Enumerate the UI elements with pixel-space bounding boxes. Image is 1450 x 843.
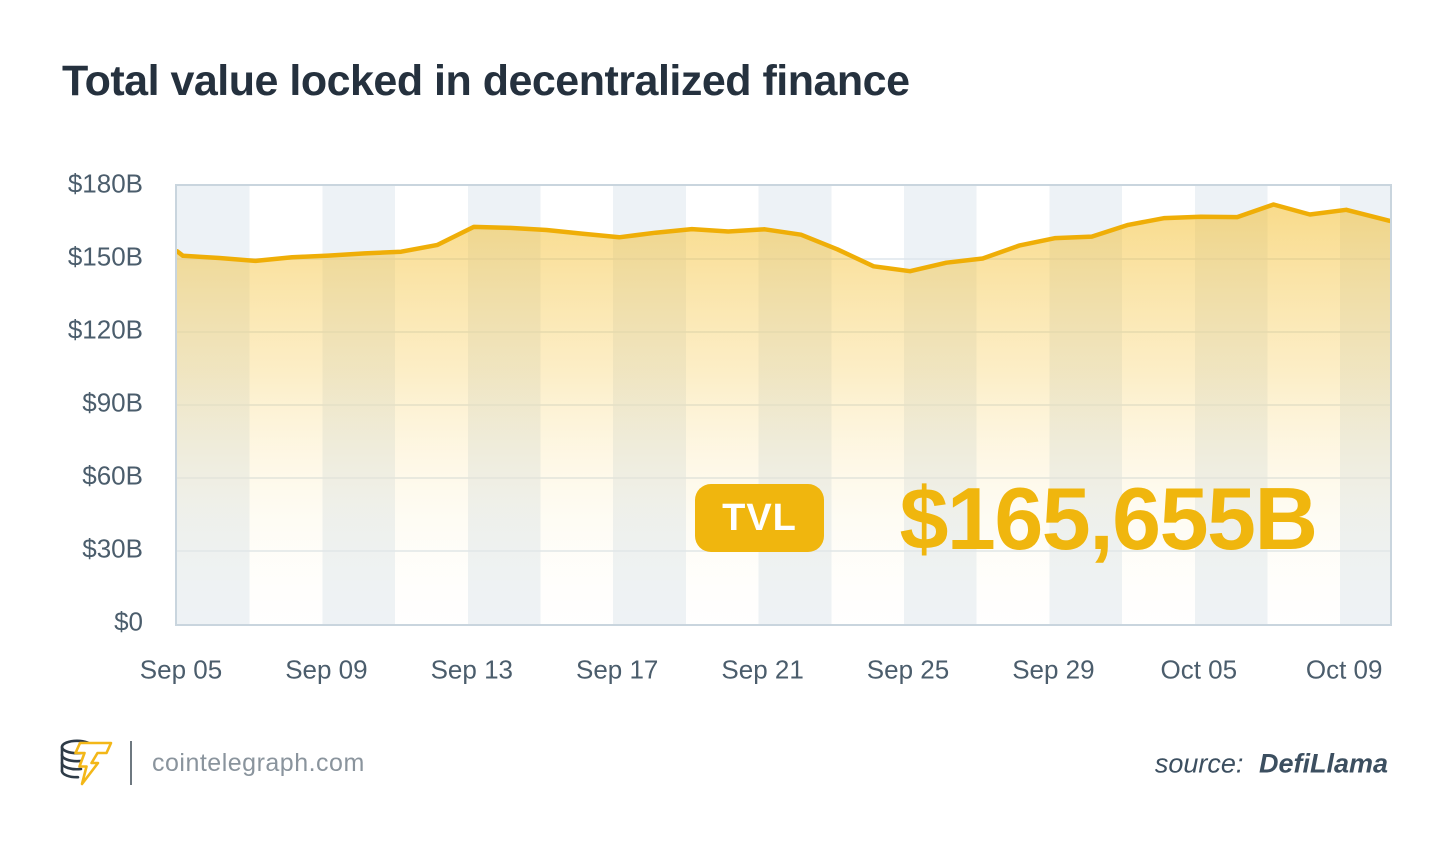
chart-annotation: TVL $165,655B — [177, 186, 1390, 624]
tvl-area-fill — [177, 204, 1390, 624]
x-axis-label: Sep 13 — [430, 654, 513, 685]
y-axis-label: $180B — [67, 168, 143, 199]
x-axis-label: Sep 17 — [575, 654, 659, 685]
x-axis: Sep 05 Sep 09 Sep 13 Sep 17 Sep 21 Sep 25 Sep … — [140, 624, 1388, 694]
plot-area: TVL $165,655B — [175, 184, 1392, 626]
brand-divider — [130, 741, 132, 785]
y-axis: $180B $150B $120B $90B $60B $30B $0 — [0, 169, 143, 637]
x-axis-label: Sep 05 — [139, 654, 223, 685]
y-axis-label: $30B — [82, 533, 143, 564]
x-axis-label: Sep 25 — [866, 654, 950, 685]
source-name: DefiLlama — [1258, 748, 1388, 779]
tvl-area-chart — [177, 202, 1390, 624]
y-axis-label: $120B — [67, 314, 143, 345]
brand-domain: cointelegraph.com — [152, 748, 365, 777]
cointelegraph-brand: cointelegraph.com — [56, 736, 365, 790]
y-axis-label: $150B — [67, 241, 143, 272]
chart-title: Total value locked in decentralized fina… — [62, 57, 910, 105]
x-axis-label: Sep 09 — [285, 654, 368, 685]
tvl-badge: TVL — [695, 484, 824, 552]
source-credit: source: DefiLlama — [1155, 749, 1388, 780]
tvl-current-value: $165,655B — [899, 469, 1318, 568]
y-axis-label: $0 — [114, 606, 143, 637]
y-axis-label: $60B — [82, 460, 143, 491]
x-axis-label: Oct 09 — [1305, 654, 1383, 685]
x-axis-label: Oct 05 — [1160, 654, 1238, 685]
tvl-line — [177, 202, 1390, 274]
x-axis-label: Sep 29 — [1012, 654, 1095, 685]
tvl-badge-label: TVL — [722, 496, 797, 539]
y-axis-label: $90B — [82, 387, 143, 418]
cointelegraph-logo-icon — [60, 739, 113, 786]
x-axis-label: Sep 21 — [721, 654, 804, 685]
source-label: source: — [1154, 748, 1244, 779]
